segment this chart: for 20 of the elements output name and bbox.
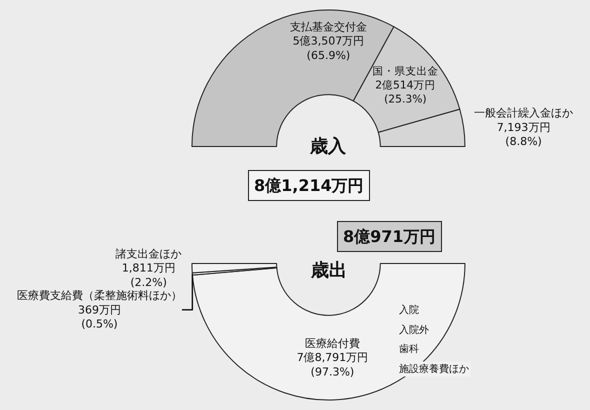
slice-label: 支払基金交付金 5億3,507万円 <box>290 20 367 48</box>
slice-label: 医療費支給費（柔整施術料ほか） 369万円 <box>16 289 182 316</box>
slice-label: 一般会計繰入金ほか 7,193万円 <box>474 106 574 134</box>
text: 歳入 <box>309 136 347 157</box>
data-label: (97.3%) <box>310 365 354 378</box>
text: 施設療養費ほか <box>399 363 469 375</box>
data-label: (8.8%) <box>505 135 542 148</box>
text: 歯科 <box>399 343 419 355</box>
text: 8億1,214万円 <box>254 176 364 195</box>
slice-label: 国・県支出金 2億514万円 <box>372 64 438 92</box>
data-label: (2.2%) <box>130 276 167 290</box>
text: 歳出 <box>310 260 347 281</box>
slice-label: 医療給付費 7億8,791万円 <box>296 336 368 364</box>
slice-label: 諸支出金ほか 1,811万円 <box>116 247 182 275</box>
text: 入院外 <box>399 324 429 336</box>
text: 8億971万円 <box>343 227 436 246</box>
data-label: (0.5%) <box>81 318 118 331</box>
data-label: (25.3%) <box>384 92 427 106</box>
data-label: (65.9%) <box>306 48 350 62</box>
text: 入院 <box>399 304 419 316</box>
